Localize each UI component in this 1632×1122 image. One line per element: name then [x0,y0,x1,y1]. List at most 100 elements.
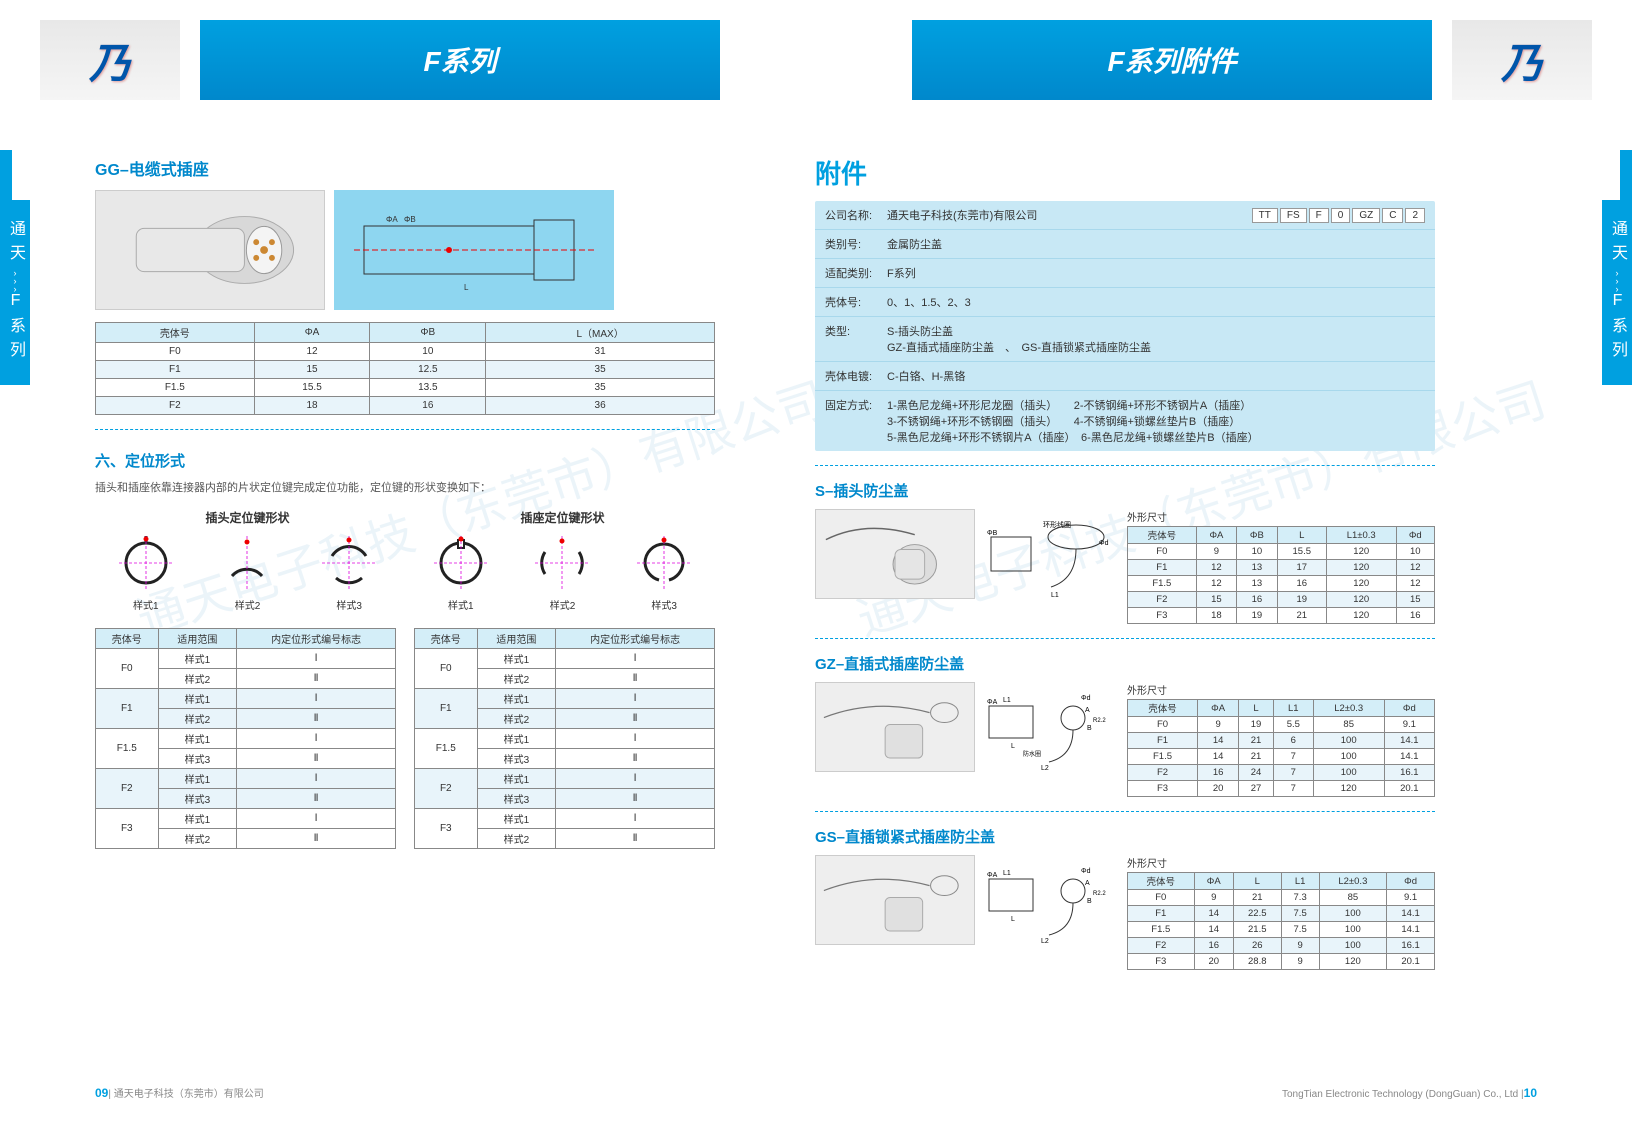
svg-text:L: L [1011,743,1015,750]
table-cell: 12 [1196,576,1236,592]
table-cell: 15.5 [254,379,370,397]
s-section: S–插头防尘盖 环形线圈ΦBΦdL1 外形尺寸 壳体号ΦAΦBLL1±0.3Φd… [815,480,1435,624]
table-cell: 12 [1396,576,1434,592]
table-cell: 样式3 [477,789,556,809]
table-cell: 19 [1237,608,1277,624]
table-cell: 样式1 [158,809,237,829]
key-shape: 样式2 [532,536,592,612]
code-segment: F [1309,208,1329,223]
table-cell: 样式1 [158,729,237,749]
table-cell: F1 [1128,560,1197,576]
table-cell: 样式1 [158,689,237,709]
table-header: L1 [1273,700,1313,717]
svg-text:L1: L1 [1003,870,1011,877]
table-row: F1样式1Ⅰ [96,689,396,709]
table-header: 内定位形式编号标志 [556,629,715,649]
side-accent [1620,150,1632,200]
key-shape: 样式3 [319,536,379,612]
key-shape: 样式1 [431,536,491,612]
table-row: F21624710016.1 [1128,765,1435,781]
table-header: 适用范围 [477,629,556,649]
attr-value: C-白铬、H-黑铬 [887,368,1425,384]
table-header: ΦA [1194,873,1233,890]
table-header: L2±0.3 [1319,873,1387,890]
svg-text:R2.2: R2.2 [1093,718,1106,724]
table-cell: 7 [1273,765,1313,781]
table-header: L [1233,873,1281,890]
table-cell: 16 [370,397,486,415]
key-label: 样式2 [217,597,277,612]
table-cell: 16 [1237,592,1277,608]
chevron-icon: ››› [1612,268,1622,292]
plug-keys: 插头定位键形状 样式1 样式2 样式3 [95,509,400,612]
product-drawing: ΦAΦBL [334,190,614,310]
table-row: F1.512131612012 [1128,576,1435,592]
table-cell: 14.1 [1387,906,1435,922]
svg-text:Φd: Φd [1081,695,1091,702]
table-cell: F3 [415,809,478,849]
separator [815,465,1435,466]
table-cell: 14 [1194,906,1233,922]
table-header: 壳体号 [96,629,159,649]
table-row: F318192112016 [1128,608,1435,624]
pos-table-left: 壳体号适用范围内定位形式编号标志F0样式1Ⅰ样式2ⅡF1样式1Ⅰ样式2ⅡF1.5… [95,628,396,849]
gz-section: GZ–直插式插座防尘盖 L1L防水圈ABR2.2L2ΦAΦd 外形尺寸 壳体号Φ… [815,653,1435,797]
table-cell: Ⅱ [237,749,396,769]
product-photo [95,190,325,310]
svg-text:L: L [1011,916,1015,923]
key-shape: 样式1 [116,536,176,612]
table-cell: 35 [486,379,715,397]
table-cell: 20.1 [1384,781,1434,797]
attr-label: 壳体电镀: [825,368,887,384]
gg-title: GG–电缆式插座 [95,156,715,180]
table-cell: Ⅰ [237,809,396,829]
attr-value: S-插头防尘盖 GZ-直插式插座防尘盖 、 GS-直插锁紧式插座防尘盖 [887,323,1425,355]
table-cell: F0 [1128,890,1195,906]
table-cell: 样式1 [477,689,556,709]
table-header: L1±0.3 [1326,527,1396,544]
table-cell: 9 [1194,890,1233,906]
table-cell: Ⅱ [237,789,396,809]
table-cell: 10 [1396,544,1434,560]
table-cell: 21 [1277,608,1326,624]
table-cell: 13 [1237,560,1277,576]
table-cell: Ⅱ [237,829,396,849]
table-cell: 100 [1313,765,1384,781]
table-row: F215161912015 [1128,592,1435,608]
table-cell: 17 [1277,560,1326,576]
table-cell: F1.5 [1128,749,1198,765]
gz-caption: 外形尺寸 [1127,682,1435,697]
attr-row: 适配类别:F系列 [815,259,1435,288]
table-cell: Ⅰ [556,689,715,709]
table-cell: F1 [96,361,255,379]
gs-caption: 外形尺寸 [1127,855,1435,870]
table-cell: 样式2 [477,669,556,689]
attr-label: 类型: [825,323,887,339]
table-cell: F1 [96,689,159,729]
svg-text:ΦB: ΦB [987,530,998,537]
attr-row: 类别号:金属防尘盖 [815,230,1435,259]
table-cell: F1.5 [1128,922,1195,938]
table-cell: 9 [1198,717,1239,733]
s-photo [815,509,975,599]
sidetab-series: F系列 [3,292,27,365]
table-header: Φd [1387,873,1435,890]
table-header: 壳体号 [1128,700,1198,717]
table-cell: 16 [1277,576,1326,592]
table-cell: 7 [1273,749,1313,765]
table-cell: 样式2 [158,829,237,849]
table-cell: 9.1 [1387,890,1435,906]
table-cell: 20 [1194,954,1233,970]
gz-table: 壳体号ΦALL1L2±0.3ΦdF09195.5859.1F1142161001… [1127,699,1435,797]
table-cell: Ⅱ [556,829,715,849]
table-cell: Ⅰ [556,649,715,669]
left-page: GG–电缆式插座 ΦAΦBL 壳体号ΦAΦBL（MAX） F0121031F11… [95,150,715,849]
table-cell: Ⅱ [237,669,396,689]
table-row: F32028.8912020.1 [1128,954,1435,970]
table-cell: 10 [1237,544,1277,560]
table-cell: 31 [486,343,715,361]
table-cell: 120 [1326,544,1396,560]
table-cell: 19 [1277,592,1326,608]
table-cell: F0 [96,343,255,361]
table-row: F112131712012 [1128,560,1435,576]
